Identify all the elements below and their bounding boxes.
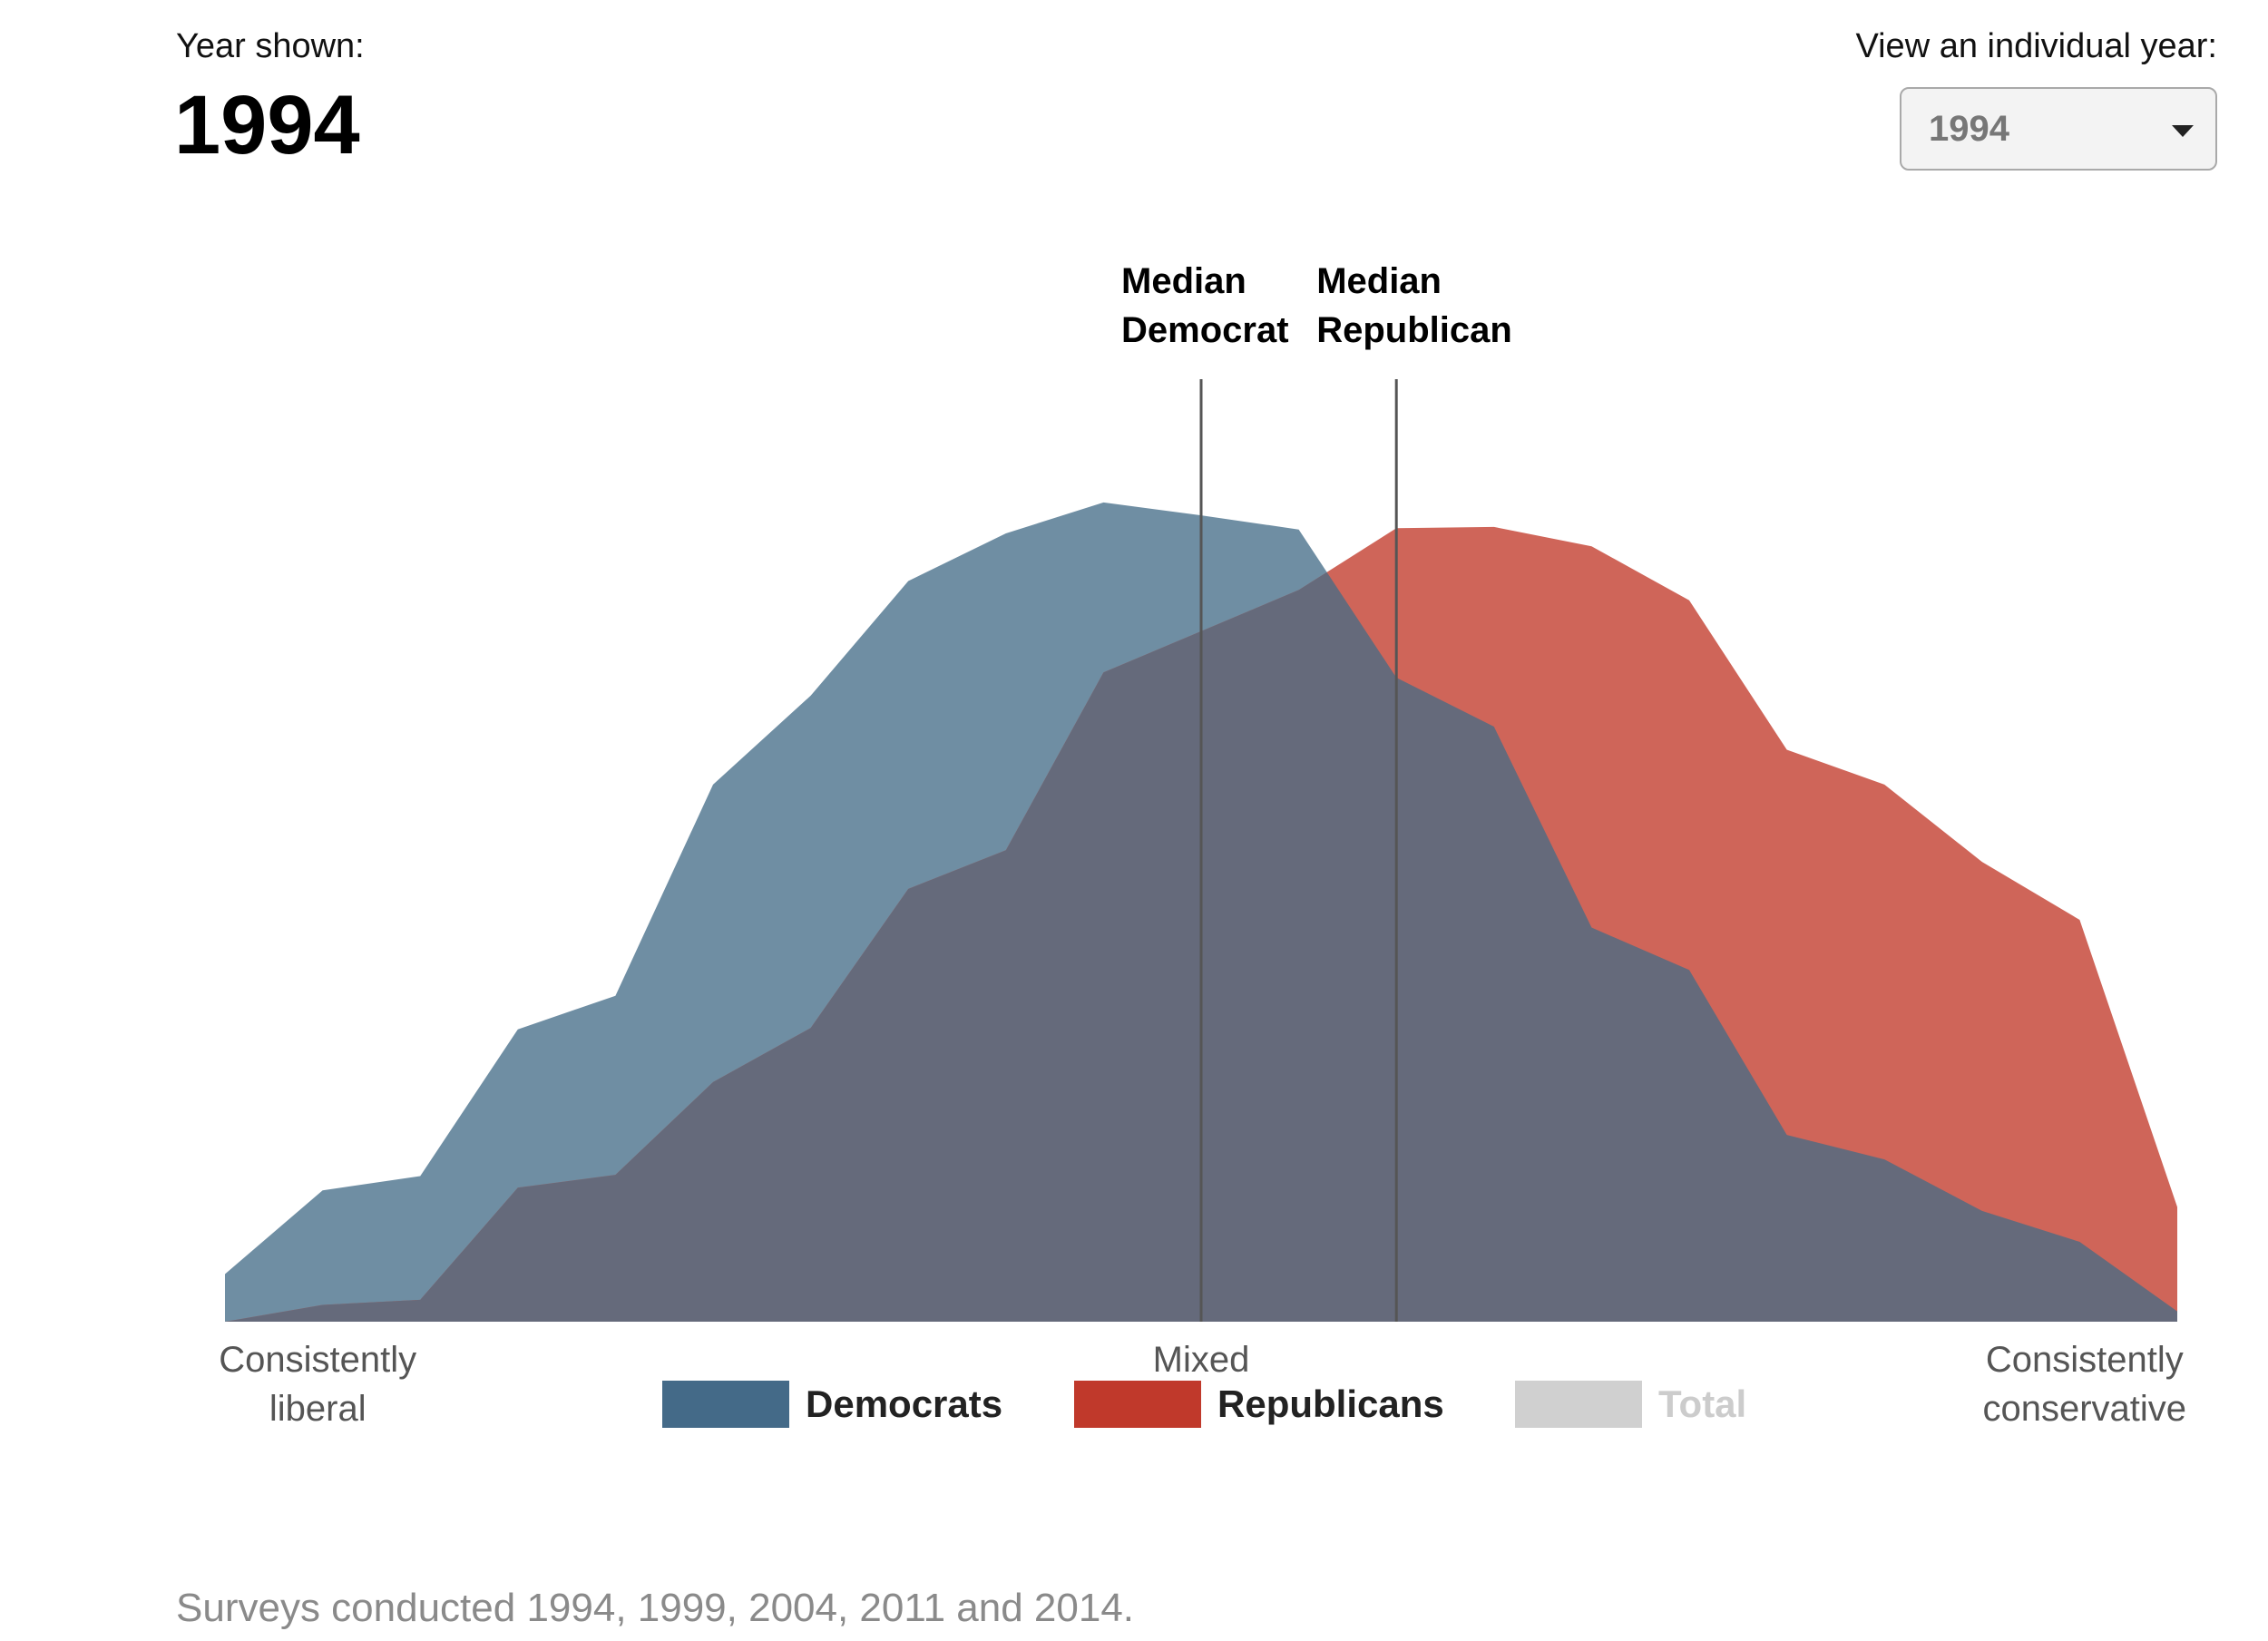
x-axis-label-2: Consistently conservative bbox=[1982, 1340, 2186, 1429]
x-axis-label-1: Mixed bbox=[1153, 1340, 1250, 1380]
x-axis-label-0: Consistently liberal bbox=[219, 1340, 416, 1429]
footnote: Surveys conducted 1994, 1999, 2004, 2011… bbox=[176, 1586, 1135, 1630]
year-select[interactable]: 1994 bbox=[1900, 87, 2217, 171]
year-select-label: View an individual year: bbox=[1855, 27, 2217, 65]
year-select-value: 1994 bbox=[1929, 108, 2009, 149]
year-shown-value: 1994 bbox=[174, 79, 360, 171]
legend-item-total[interactable]: Total bbox=[1515, 1379, 1746, 1430]
legend-swatch-republicans bbox=[1074, 1381, 1201, 1428]
year-shown-label: Year shown: bbox=[176, 27, 365, 65]
legend-item-republicans[interactable]: Republicans bbox=[1074, 1379, 1444, 1430]
legend-label-democrats: Democrats bbox=[806, 1382, 1003, 1425]
legend-label-republicans: Republicans bbox=[1217, 1382, 1444, 1425]
median-label-republican: Median Republican bbox=[1316, 261, 1512, 350]
legend-swatch-total bbox=[1515, 1381, 1642, 1428]
legend-item-democrats[interactable]: Democrats bbox=[662, 1379, 1002, 1430]
chevron-down-icon bbox=[2172, 125, 2194, 137]
legend-label-total: Total bbox=[1658, 1382, 1747, 1425]
median-label-democrat: Median Democrat bbox=[1121, 261, 1289, 350]
legend-swatch-democrats bbox=[662, 1381, 789, 1428]
